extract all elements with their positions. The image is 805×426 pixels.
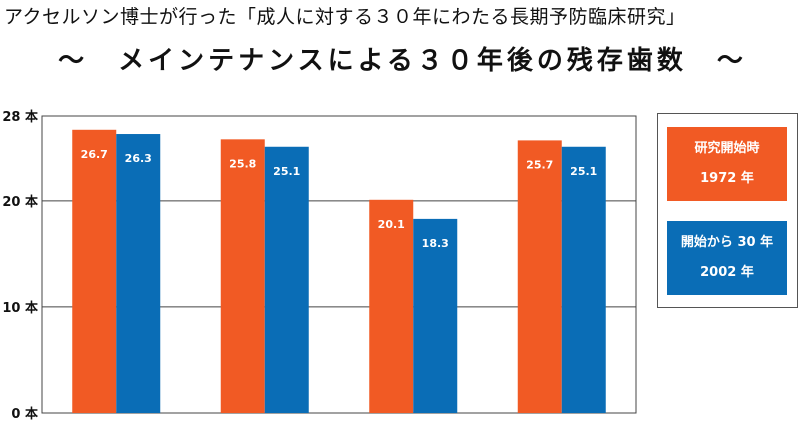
bar bbox=[116, 134, 161, 413]
bar-value-label: 20.1 bbox=[378, 218, 405, 231]
bar bbox=[264, 146, 309, 413]
bar-value-label: 25.1 bbox=[570, 165, 597, 178]
legend-item-start: 研究開始時 1972 年 bbox=[667, 127, 787, 201]
y-tick-label: 20 本 bbox=[2, 194, 38, 210]
bar-value-label: 25.8 bbox=[229, 157, 256, 170]
bar-value-label: 25.7 bbox=[526, 158, 553, 171]
y-tick-label: 0 本 bbox=[11, 406, 38, 422]
bar bbox=[517, 140, 562, 413]
y-tick-label: 28 本 bbox=[2, 109, 38, 125]
legend-label-line1: 開始から 30 年 bbox=[680, 235, 774, 250]
bar bbox=[220, 139, 265, 414]
chart-title: アクセルソン博士が行った「成人に対する３０年にわたる長期予防臨床研究」 bbox=[4, 6, 686, 28]
legend: 研究開始時 1972 年 開始から 30 年 2002 年 bbox=[657, 113, 798, 308]
bar-value-label: 26.7 bbox=[81, 148, 108, 161]
legend-label-line2: 2002 年 bbox=[700, 265, 754, 280]
bar-value-label: 25.1 bbox=[273, 165, 300, 178]
chart-subtitle: 〜 メインテナンスによる３０年後の残存歯数 〜 bbox=[58, 46, 747, 76]
bar bbox=[413, 218, 458, 413]
legend-label-line2: 1972 年 bbox=[700, 171, 754, 186]
legend-item-after-30-years: 開始から 30 年 2002 年 bbox=[667, 221, 787, 295]
bar bbox=[561, 146, 606, 413]
bar bbox=[72, 129, 117, 413]
bar-value-label: 18.3 bbox=[422, 237, 449, 250]
y-tick-label: 10 本 bbox=[2, 300, 38, 316]
bar-value-label: 26.3 bbox=[125, 152, 152, 165]
legend-label-line1: 研究開始時 bbox=[694, 141, 760, 156]
bar bbox=[369, 199, 414, 413]
plot-frame bbox=[41, 115, 637, 414]
